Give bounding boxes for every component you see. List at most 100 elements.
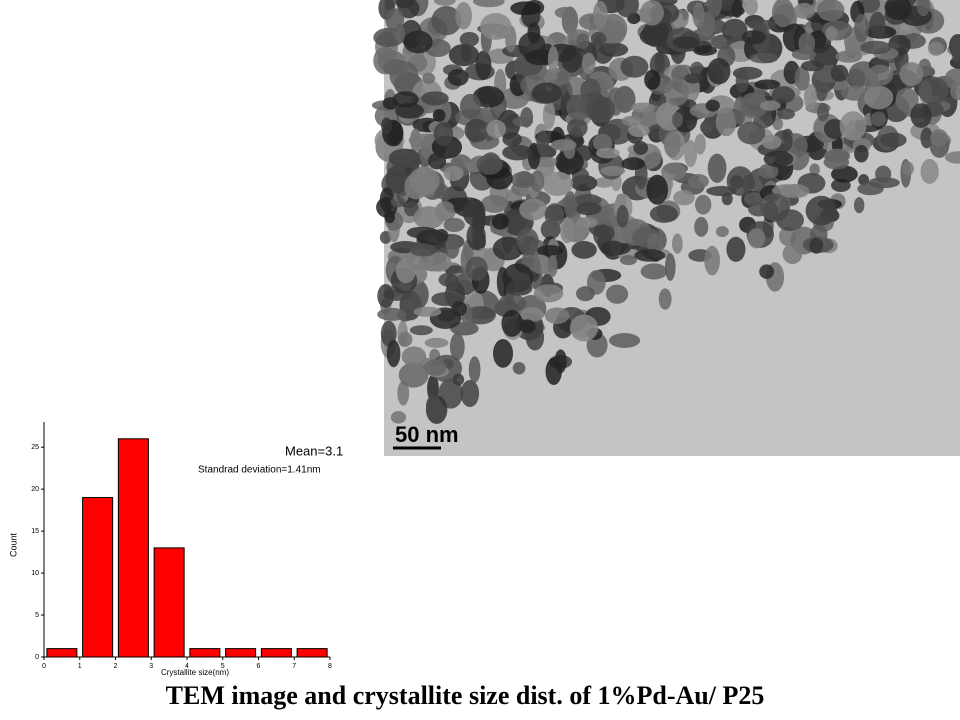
x-tick-label: 0: [42, 663, 46, 670]
bar: [82, 497, 114, 658]
particle: [949, 82, 960, 101]
particle: [864, 85, 894, 110]
bar: [117, 438, 149, 658]
particle: [593, 222, 615, 247]
particle: [747, 228, 766, 249]
particle: [782, 243, 803, 264]
particle: [671, 112, 683, 128]
particle: [595, 147, 620, 159]
particle: [559, 216, 575, 244]
particle: [527, 22, 541, 44]
particle: [452, 373, 465, 386]
particle: [451, 301, 467, 317]
particle: [390, 411, 407, 424]
particle: [434, 228, 449, 243]
particle: [758, 163, 779, 179]
y-axis-label: Count: [8, 533, 18, 558]
particle: [759, 264, 775, 279]
annotation: Standrad deviation=1.41nm: [198, 465, 321, 476]
particle: [426, 395, 441, 416]
particle: [409, 325, 433, 336]
particle: [581, 52, 596, 75]
particle: [519, 198, 548, 221]
particle: [853, 197, 865, 214]
particle: [422, 72, 436, 84]
particle: [630, 102, 656, 113]
particle: [554, 6, 576, 19]
particle: [644, 69, 661, 90]
particle: [575, 202, 602, 216]
particle: [776, 108, 796, 120]
particle: [459, 31, 480, 47]
particle: [633, 141, 649, 155]
particle: [646, 174, 669, 205]
particle: [809, 163, 820, 176]
particle: [385, 165, 410, 194]
particle: [431, 5, 462, 36]
particle: [480, 13, 512, 40]
particle: [540, 67, 572, 86]
particle: [858, 174, 870, 186]
tem-image: [371, 0, 960, 456]
x-tick-label: 7: [292, 663, 296, 670]
particle: [928, 41, 944, 56]
particle: [640, 0, 664, 26]
particle: [920, 158, 939, 184]
particle: [397, 331, 413, 347]
particle: [381, 117, 393, 135]
particle: [424, 337, 449, 348]
x-tick-label: 2: [114, 663, 118, 670]
particle: [475, 50, 492, 80]
particle: [406, 226, 438, 239]
particle: [621, 115, 643, 127]
particle: [386, 339, 401, 368]
particle: [455, 1, 472, 30]
particle: [823, 149, 850, 163]
particle: [443, 217, 465, 233]
particle: [498, 294, 527, 312]
particle: [383, 59, 409, 76]
x-tick-label: 8: [328, 663, 332, 670]
bar: [296, 648, 328, 658]
particle: [639, 26, 668, 46]
particle: [447, 68, 469, 86]
particle: [621, 157, 645, 170]
particle: [875, 165, 892, 183]
particle: [403, 30, 433, 54]
particle: [466, 222, 486, 251]
particle: [721, 18, 748, 42]
particle: [434, 183, 449, 200]
particle: [423, 359, 447, 376]
particle: [476, 154, 503, 175]
particle: [392, 91, 419, 108]
caption: TEM image and crystallite size dist. of …: [166, 681, 765, 710]
bar: [225, 648, 257, 658]
particle: [510, 1, 541, 16]
particle: [860, 40, 892, 55]
particle: [945, 67, 960, 86]
particle: [672, 233, 683, 254]
particle: [377, 283, 394, 308]
particle: [404, 173, 429, 200]
x-axis-label: Crystallite size(nm): [161, 668, 229, 677]
particle: [585, 96, 616, 123]
particle: [726, 236, 746, 262]
particle: [754, 79, 781, 90]
particle: [468, 356, 481, 383]
particle: [616, 204, 629, 228]
particle: [413, 306, 442, 317]
particle: [480, 194, 509, 213]
particle: [761, 134, 782, 150]
particle: [473, 0, 505, 8]
particle: [721, 192, 733, 206]
particle: [901, 161, 914, 176]
particle: [590, 31, 607, 47]
particle: [840, 85, 870, 101]
particle: [576, 217, 598, 229]
particle: [397, 380, 410, 406]
particle: [615, 0, 639, 18]
particle: [502, 132, 523, 147]
y-tick-label: 5: [35, 612, 39, 619]
particle: [516, 227, 539, 255]
particle: [715, 107, 737, 137]
